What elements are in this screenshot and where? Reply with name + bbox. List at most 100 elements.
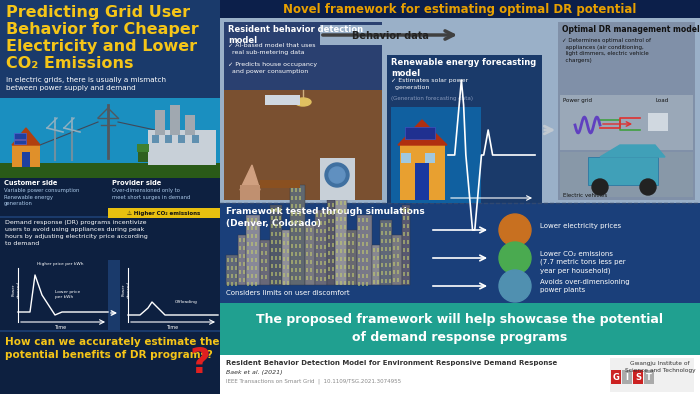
FancyBboxPatch shape — [310, 228, 312, 232]
FancyBboxPatch shape — [340, 273, 342, 277]
FancyBboxPatch shape — [22, 152, 30, 167]
FancyBboxPatch shape — [287, 241, 289, 245]
FancyBboxPatch shape — [247, 250, 249, 254]
FancyBboxPatch shape — [14, 140, 26, 144]
FancyBboxPatch shape — [231, 274, 233, 278]
FancyBboxPatch shape — [407, 256, 409, 260]
FancyBboxPatch shape — [0, 332, 220, 394]
FancyBboxPatch shape — [328, 243, 330, 247]
Text: Time: Time — [166, 325, 178, 330]
FancyBboxPatch shape — [366, 250, 368, 254]
Text: Optimal DR management model: Optimal DR management model — [562, 25, 699, 34]
FancyBboxPatch shape — [403, 216, 405, 220]
FancyBboxPatch shape — [389, 255, 391, 259]
FancyBboxPatch shape — [283, 273, 285, 277]
FancyBboxPatch shape — [352, 281, 354, 285]
FancyBboxPatch shape — [0, 163, 220, 178]
Text: Framework tested through simulations
(Denver, Colorado): Framework tested through simulations (De… — [226, 207, 425, 228]
FancyBboxPatch shape — [373, 256, 375, 260]
FancyBboxPatch shape — [185, 115, 195, 135]
FancyBboxPatch shape — [235, 258, 237, 262]
FancyBboxPatch shape — [291, 204, 293, 208]
FancyBboxPatch shape — [291, 236, 293, 240]
FancyBboxPatch shape — [152, 135, 159, 143]
FancyBboxPatch shape — [344, 233, 346, 237]
FancyBboxPatch shape — [243, 270, 245, 274]
Polygon shape — [600, 145, 665, 157]
FancyBboxPatch shape — [231, 258, 233, 262]
FancyBboxPatch shape — [324, 277, 326, 281]
Text: Resident behavior detection
model: Resident behavior detection model — [228, 25, 363, 45]
FancyBboxPatch shape — [405, 127, 435, 139]
FancyBboxPatch shape — [385, 223, 387, 227]
FancyBboxPatch shape — [251, 258, 253, 262]
FancyBboxPatch shape — [366, 234, 368, 238]
FancyBboxPatch shape — [347, 230, 357, 285]
FancyBboxPatch shape — [0, 178, 108, 216]
Text: S: S — [635, 372, 641, 381]
FancyBboxPatch shape — [148, 130, 216, 165]
FancyBboxPatch shape — [415, 163, 429, 200]
FancyBboxPatch shape — [362, 226, 364, 230]
FancyBboxPatch shape — [275, 272, 277, 276]
FancyBboxPatch shape — [403, 240, 405, 244]
FancyBboxPatch shape — [271, 232, 273, 236]
FancyBboxPatch shape — [336, 217, 338, 221]
FancyBboxPatch shape — [387, 55, 542, 203]
FancyBboxPatch shape — [283, 241, 285, 245]
Ellipse shape — [295, 98, 311, 106]
FancyBboxPatch shape — [392, 235, 402, 285]
FancyBboxPatch shape — [362, 234, 364, 238]
FancyBboxPatch shape — [246, 215, 260, 285]
FancyBboxPatch shape — [362, 282, 364, 286]
FancyBboxPatch shape — [366, 242, 368, 246]
FancyBboxPatch shape — [340, 193, 342, 197]
FancyBboxPatch shape — [377, 248, 379, 252]
FancyBboxPatch shape — [238, 235, 246, 285]
FancyBboxPatch shape — [393, 278, 395, 282]
FancyBboxPatch shape — [251, 242, 253, 246]
FancyBboxPatch shape — [407, 208, 409, 212]
FancyBboxPatch shape — [332, 275, 334, 279]
FancyBboxPatch shape — [295, 196, 297, 200]
FancyBboxPatch shape — [332, 259, 334, 263]
FancyBboxPatch shape — [261, 243, 263, 247]
FancyBboxPatch shape — [220, 18, 700, 203]
FancyBboxPatch shape — [407, 232, 409, 236]
FancyBboxPatch shape — [558, 22, 695, 200]
FancyBboxPatch shape — [299, 228, 301, 232]
FancyBboxPatch shape — [255, 226, 257, 230]
Text: CO₂ Emissions: CO₂ Emissions — [6, 56, 134, 71]
FancyBboxPatch shape — [425, 153, 435, 163]
FancyBboxPatch shape — [306, 260, 308, 264]
FancyBboxPatch shape — [352, 233, 354, 237]
FancyBboxPatch shape — [320, 25, 460, 45]
FancyBboxPatch shape — [389, 263, 391, 267]
FancyBboxPatch shape — [306, 276, 308, 280]
FancyBboxPatch shape — [358, 250, 360, 254]
FancyBboxPatch shape — [358, 242, 360, 246]
FancyBboxPatch shape — [291, 268, 293, 272]
FancyBboxPatch shape — [295, 228, 297, 232]
Text: How can we accurately estimate the
potential benefits of DR programs?: How can we accurately estimate the poten… — [5, 337, 220, 360]
FancyBboxPatch shape — [291, 228, 293, 232]
Circle shape — [499, 214, 531, 246]
FancyBboxPatch shape — [255, 282, 257, 286]
FancyBboxPatch shape — [327, 200, 335, 285]
FancyBboxPatch shape — [397, 262, 399, 266]
FancyBboxPatch shape — [348, 273, 350, 277]
FancyBboxPatch shape — [320, 229, 322, 233]
FancyBboxPatch shape — [137, 144, 149, 152]
Text: G: G — [612, 372, 620, 381]
FancyBboxPatch shape — [407, 272, 409, 276]
FancyBboxPatch shape — [261, 275, 263, 279]
Text: Lower electricity prices: Lower electricity prices — [540, 223, 621, 229]
FancyBboxPatch shape — [373, 272, 375, 276]
FancyBboxPatch shape — [310, 252, 312, 256]
FancyBboxPatch shape — [170, 105, 180, 135]
FancyBboxPatch shape — [560, 152, 693, 197]
Text: Provider side: Provider side — [112, 180, 161, 186]
FancyBboxPatch shape — [336, 273, 338, 277]
FancyBboxPatch shape — [271, 280, 273, 284]
FancyBboxPatch shape — [362, 258, 364, 262]
